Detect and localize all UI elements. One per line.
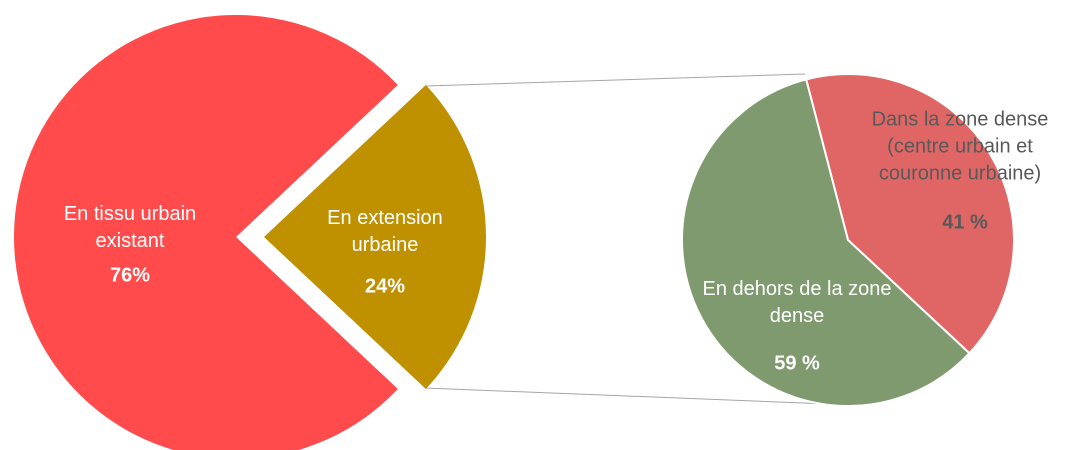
pie-slice xyxy=(13,15,398,450)
connector-line xyxy=(424,73,806,87)
slice-label: Dans la zone dense (centre urbain et cou… xyxy=(871,108,1049,185)
slice-label: En dehors de la zone dense xyxy=(702,278,892,327)
pie-slice xyxy=(804,73,1015,355)
value-label: 59 % xyxy=(774,352,820,375)
pie-slice xyxy=(264,85,486,389)
value-label: 24% xyxy=(364,275,406,298)
connector-line xyxy=(424,387,831,405)
pie-slice xyxy=(681,78,971,407)
slice-label: En extension urbaine xyxy=(327,207,443,256)
value-label: 76% xyxy=(109,264,151,287)
slice-label: En tissu urbain existant xyxy=(63,203,197,252)
value-label: 41 % xyxy=(942,211,988,234)
